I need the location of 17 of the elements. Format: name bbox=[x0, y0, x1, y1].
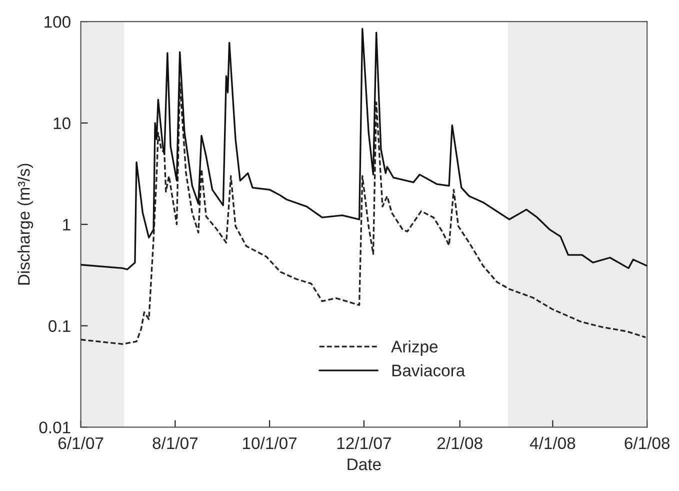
y-tick-label: 10 bbox=[54, 117, 70, 130]
legend-label: Baviacora bbox=[392, 364, 466, 376]
x-tick-label: 2/1/08 bbox=[438, 436, 482, 450]
x-axis-title: Date bbox=[348, 458, 381, 470]
x-tick-label: 8/1/07 bbox=[152, 436, 198, 450]
x-tick-label: 10/1/07 bbox=[243, 436, 297, 450]
x-tick-label: 4/1/08 bbox=[530, 436, 576, 450]
line-series bbox=[80, 28, 648, 270]
y-tick-label: 0.01 bbox=[39, 422, 70, 434]
x-tick-label: 6/1/08 bbox=[624, 436, 670, 450]
y-tick-label: 1 bbox=[63, 218, 70, 230]
y-tick-label: 0.1 bbox=[48, 320, 70, 332]
x-tick-label: 12/1/07 bbox=[337, 436, 391, 450]
y-tick-label: 100 bbox=[44, 16, 70, 28]
x-tick-label: 6/1/07 bbox=[58, 436, 104, 450]
legend-label: Arizpe bbox=[391, 340, 438, 356]
y-axis-title: Discharge (m³/s) bbox=[18, 164, 34, 285]
